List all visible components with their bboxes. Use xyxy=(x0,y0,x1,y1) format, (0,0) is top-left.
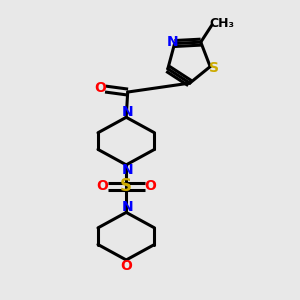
Text: N: N xyxy=(121,163,133,177)
Text: O: O xyxy=(96,179,108,193)
Text: S: S xyxy=(120,177,132,195)
Text: CH₃: CH₃ xyxy=(209,17,234,30)
Text: N: N xyxy=(121,105,133,119)
Text: O: O xyxy=(94,82,106,95)
Text: O: O xyxy=(145,179,157,193)
Text: S: S xyxy=(209,61,219,75)
Text: O: O xyxy=(120,259,132,273)
Text: N: N xyxy=(121,200,133,214)
Text: N: N xyxy=(167,35,178,49)
